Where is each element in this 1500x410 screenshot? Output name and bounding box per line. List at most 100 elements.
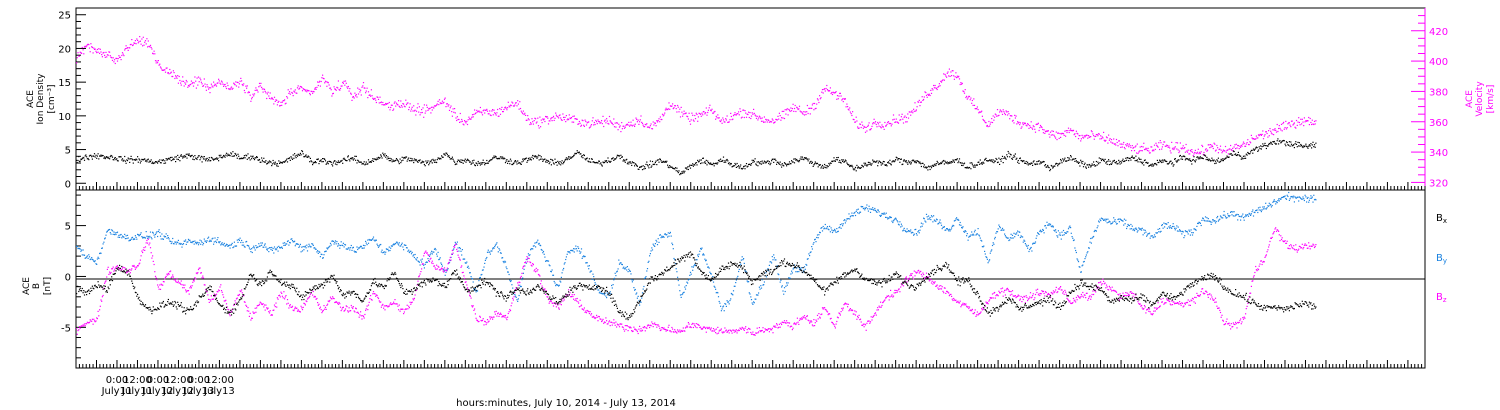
velocity-series-point (683, 110, 685, 112)
velocity-series-point (644, 126, 646, 128)
velocity-series-point (402, 103, 404, 105)
by-series-point (322, 257, 324, 259)
density-series-point (700, 159, 702, 161)
density-series-point (670, 166, 672, 168)
density-series-point (481, 163, 483, 165)
density-series-point (1184, 159, 1186, 161)
velocity-series-point (125, 45, 127, 47)
by-series-point (927, 218, 929, 220)
density-series-point (218, 154, 220, 156)
density-series-point (555, 161, 557, 164)
density-series-point (914, 161, 916, 164)
density-series-point (1301, 144, 1303, 147)
velocity-series-point (726, 115, 728, 117)
velocity-series-point (357, 87, 359, 89)
by-series-point (467, 265, 469, 267)
by-series-point (556, 284, 558, 286)
velocity-series-point (1294, 126, 1296, 128)
by-series-point (585, 262, 587, 264)
by-series-point (520, 285, 522, 288)
density-series-point (1124, 160, 1126, 162)
velocity-series-point (871, 125, 873, 127)
by-series-point (791, 270, 793, 272)
by-series-point (962, 226, 964, 228)
velocity-series-point (678, 111, 680, 113)
by-series-point (924, 220, 926, 222)
density-series-point (1034, 163, 1037, 166)
velocity-series-point (1214, 150, 1217, 152)
density-series-point (214, 158, 216, 160)
velocity-series-point (502, 111, 504, 113)
density-series-point (105, 156, 107, 158)
velocity-series-point (1055, 131, 1057, 133)
velocity-series-point (731, 119, 733, 121)
velocity-series-point (535, 122, 537, 124)
velocity-series-point (351, 99, 353, 101)
density-series-point (104, 158, 106, 160)
density-series-point (166, 159, 168, 161)
density-series-point (969, 162, 971, 164)
density-series-point (1133, 157, 1136, 159)
density-series-point (147, 159, 149, 161)
velocity-series-point (347, 87, 349, 89)
by-series-point (257, 246, 259, 248)
density-series-point (1059, 162, 1061, 164)
velocity-series-point (894, 121, 896, 123)
velocity-series-point (117, 58, 119, 60)
by-series-point (182, 243, 185, 245)
by-series-point (700, 247, 702, 250)
by-series-point (862, 208, 864, 210)
density-series-point (181, 155, 183, 157)
by-series-point (694, 264, 697, 266)
by-series-point (82, 249, 84, 251)
by-series-point (177, 241, 179, 244)
density-series-point (750, 163, 753, 165)
velocity-series-point (142, 45, 144, 47)
density-series-point (1161, 161, 1163, 164)
velocity-series-point (379, 96, 381, 98)
velocity-series-point (221, 81, 223, 83)
by-series-point (1028, 250, 1030, 253)
velocity-series-point (732, 115, 735, 117)
density-series-point (856, 164, 858, 166)
density-series-point (132, 162, 134, 164)
by-series-point (831, 231, 834, 234)
density-series-point (1110, 163, 1112, 165)
by-series-point (574, 248, 576, 250)
density-series-point (446, 154, 448, 156)
velocity-series-point (608, 123, 610, 125)
by-series-point (809, 251, 811, 254)
velocity-series-point (663, 114, 665, 116)
density-series-point (754, 158, 756, 160)
by-series-point (435, 249, 437, 251)
density-series-point (327, 161, 329, 163)
velocity-series-point (996, 109, 999, 111)
velocity-series-point (225, 87, 228, 90)
density-series-point (1033, 160, 1035, 162)
density-series-point (1036, 161, 1038, 163)
velocity-series-point (543, 118, 545, 120)
by-series-point (869, 208, 871, 210)
density-series-point (631, 164, 633, 166)
density-series-point (903, 159, 905, 161)
velocity-series-point (127, 49, 129, 51)
velocity-series-point (776, 119, 778, 121)
velocity-series-point (821, 91, 823, 93)
by-series-point (964, 230, 966, 232)
density-series-point (558, 162, 560, 164)
velocity-series-point (295, 92, 297, 94)
velocity-series-point (1047, 130, 1049, 132)
by-series-point (87, 257, 89, 259)
velocity-series-point (405, 104, 408, 106)
velocity-series-point (306, 91, 308, 93)
density-series-point (653, 163, 655, 166)
velocity-series-point (492, 109, 494, 111)
velocity-series-point (888, 123, 890, 125)
density-series-point (980, 163, 982, 165)
by-series-point (897, 223, 900, 225)
density-series-point (895, 159, 897, 161)
velocity-series-point (607, 122, 609, 125)
by-series-point (1067, 228, 1070, 230)
by-series-point (695, 259, 697, 261)
density-series-point (332, 165, 334, 167)
